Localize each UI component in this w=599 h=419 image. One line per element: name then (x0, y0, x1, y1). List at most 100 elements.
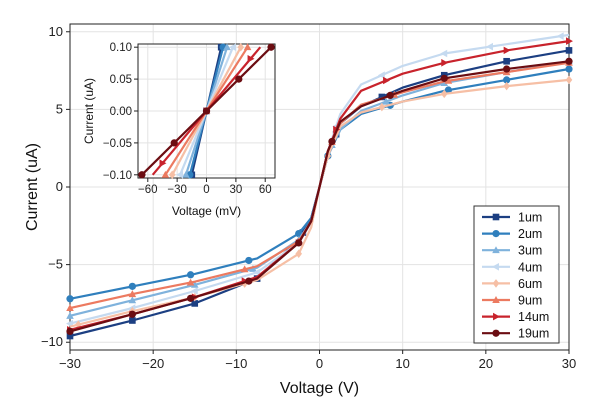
data-point-4um (440, 49, 448, 58)
data-point-3um (128, 296, 137, 304)
data-point-1um (503, 57, 510, 65)
x-tick-label: −30 (167, 184, 187, 196)
data-point-6um (241, 279, 248, 288)
main-x-axis-title: Voltage (V) (280, 380, 359, 397)
legend-items: 1um 2um 3um 4um 6um 9um 14um 19um (482, 211, 549, 341)
y-tick-label: 0 (56, 179, 63, 194)
data-point-2um (128, 282, 137, 290)
legend-swatch-marker (492, 229, 500, 238)
x-tick-label: 10 (395, 356, 409, 371)
series-19um (66, 57, 573, 336)
main-series-layer (66, 32, 573, 340)
data-point-3um (249, 264, 257, 272)
y-tick-label: 10 (49, 24, 63, 39)
data-point-19um (267, 43, 275, 51)
data-point-1um (129, 317, 136, 324)
data-point-3um (66, 311, 74, 319)
y-tick-label: −5 (48, 257, 63, 272)
data-point-3um (182, 170, 190, 178)
data-point-19um (235, 75, 243, 83)
data-point-2um (245, 256, 253, 265)
data-point-14um (159, 159, 167, 168)
data-point-9um (186, 278, 195, 286)
legend-swatch-marker (492, 246, 500, 254)
legend-box (473, 205, 560, 344)
legend-label: 19um (518, 327, 549, 341)
data-point-14um (247, 54, 255, 63)
inset-plot: −60 −30 0 30 60 −0.10 −0.05 0.00 0.05 0.10 Voltag… (82, 42, 276, 218)
x-tick-label: 30 (562, 356, 576, 371)
data-point-4um (228, 43, 236, 51)
series-line-19um (69, 60, 570, 333)
data-point-2um (502, 76, 511, 84)
legend-item-3um: 3um (482, 244, 542, 258)
legend-swatch-marker (492, 329, 500, 337)
legend-label: 3um (518, 244, 542, 258)
x-tick-label: −60 (138, 184, 158, 196)
y-tick-label: −0.10 (103, 170, 132, 182)
legend: 1um 2um 3um 4um 6um 9um 14um 19um (473, 205, 560, 344)
data-point-14um (566, 37, 573, 45)
legend-label: 14um (518, 310, 549, 324)
data-point-19um (138, 171, 146, 179)
data-point-19um (170, 139, 178, 147)
data-point-1um (565, 47, 573, 54)
data-point-19um (66, 327, 74, 336)
data-point-1um (191, 300, 199, 307)
data-point-9um (161, 170, 170, 178)
legend-item-19um: 19um (482, 327, 549, 341)
data-point-9um (66, 304, 74, 312)
data-point-2um (66, 295, 74, 303)
legend-label: 2um (518, 227, 542, 241)
data-point-19um (328, 137, 336, 146)
legend-swatch-marker (492, 296, 500, 303)
data-point-4um (176, 171, 184, 179)
data-point-4um (253, 268, 261, 277)
data-point-19um (186, 294, 195, 302)
x-tick-label: −10 (225, 356, 247, 371)
x-tick-label: 20 (479, 356, 493, 371)
data-point-14um (441, 59, 449, 67)
data-point-19um (245, 277, 253, 285)
data-point-3um (190, 280, 199, 288)
data-point-19um (440, 74, 448, 82)
x-tick-label: −20 (142, 356, 164, 371)
y-tick-label: −0.05 (103, 138, 132, 150)
x-tick-label: 60 (259, 184, 272, 196)
y-tick-label: 5 (56, 101, 63, 116)
legend-swatch-marker (493, 312, 500, 321)
inset-series-layer (138, 42, 275, 180)
data-point-2um (565, 65, 573, 73)
legend-swatch-marker (492, 213, 500, 221)
main-axis-ticks: −30 −20 −10 0 10 20 30 −10 −5 0 5 10 (41, 24, 576, 371)
data-point-19um (202, 107, 211, 115)
legend-item-4um: 4um (482, 260, 542, 274)
y-tick-label: 0.10 (110, 42, 132, 54)
main-y-axis-title: Current (uA) (24, 143, 41, 231)
data-point-19um (386, 91, 394, 100)
data-point-3um (223, 43, 231, 51)
data-point-4um (556, 32, 564, 40)
data-point-4um (190, 287, 198, 295)
x-tick-label: −30 (59, 356, 81, 371)
data-point-19um (565, 57, 573, 65)
data-point-19um (295, 239, 303, 247)
data-point-1um (378, 93, 386, 101)
data-point-6um (295, 249, 303, 259)
data-point-2um (186, 271, 195, 279)
data-point-1um (66, 332, 74, 340)
legend-item-6um: 6um (482, 277, 542, 291)
x-tick-label: 0 (316, 356, 323, 371)
y-tick-label: 0.05 (110, 74, 132, 86)
data-point-6um (237, 42, 245, 52)
inset-axis-ticks: −60 −30 0 30 60 −0.10 −0.05 0.00 0.05 0.10 (103, 42, 272, 196)
legend-label: 6um (518, 277, 542, 291)
data-point-6um (378, 102, 386, 112)
legend-label: 1um (518, 211, 542, 225)
y-tick-label: 0.00 (110, 106, 132, 118)
data-point-4um (486, 42, 493, 51)
data-point-6um (503, 81, 510, 91)
legend-item-2um: 2um (482, 227, 542, 241)
data-point-19um (128, 310, 137, 318)
